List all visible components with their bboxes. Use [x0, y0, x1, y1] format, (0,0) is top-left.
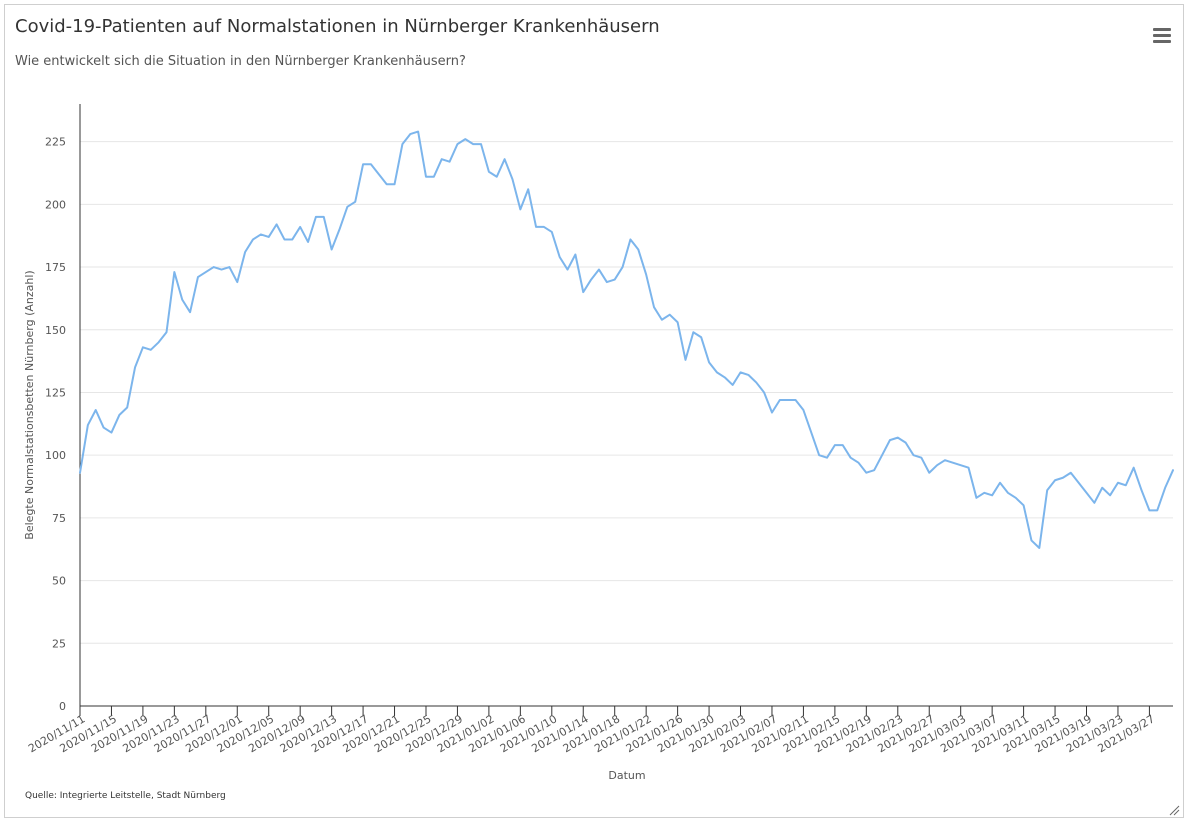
y-tick-label: 25: [52, 637, 66, 650]
menu-bar: [1153, 40, 1171, 43]
axes: [79, 104, 1173, 707]
y-tick-label: 225: [45, 136, 66, 149]
menu-bar: [1153, 28, 1171, 31]
hamburger-menu-icon[interactable]: [1150, 26, 1174, 48]
x-axis-title: Datum: [608, 769, 645, 782]
menu-bar: [1153, 34, 1171, 37]
y-tick-label: 200: [45, 198, 66, 211]
y-axis-title: Belegte Normalstationsbetten Nürnberg (A…: [23, 270, 36, 539]
y-tick-label: 150: [45, 324, 66, 337]
y-tick-label: 50: [52, 575, 66, 588]
chart-subtitle: Wie entwickelt sich die Situation in den…: [15, 54, 466, 69]
y-axis-ticks: 0 25 50 75 100 125 150 175 200 225: [45, 136, 66, 713]
grid-lines: [80, 141, 1173, 644]
y-tick-label: 0: [59, 700, 66, 713]
series-line[interactable]: [79, 130, 1174, 549]
y-tick-label: 125: [45, 386, 66, 399]
chart-container: [4, 4, 1184, 818]
y-tick-label: 75: [52, 512, 66, 525]
series-group: [79, 130, 1174, 549]
y-tick-label: 175: [45, 261, 66, 274]
y-tick-label: 100: [45, 449, 66, 462]
credits-text: Quelle: Integrierte Leitstelle, Stadt Nü…: [25, 791, 226, 801]
resize-handle-icon[interactable]: [1168, 804, 1180, 816]
chart-title: Covid-19-Patienten auf Normalstationen i…: [15, 16, 660, 37]
x-axis-ticks: 2020/11/112020/11/152020/11/192020/11/23…: [26, 706, 1157, 755]
